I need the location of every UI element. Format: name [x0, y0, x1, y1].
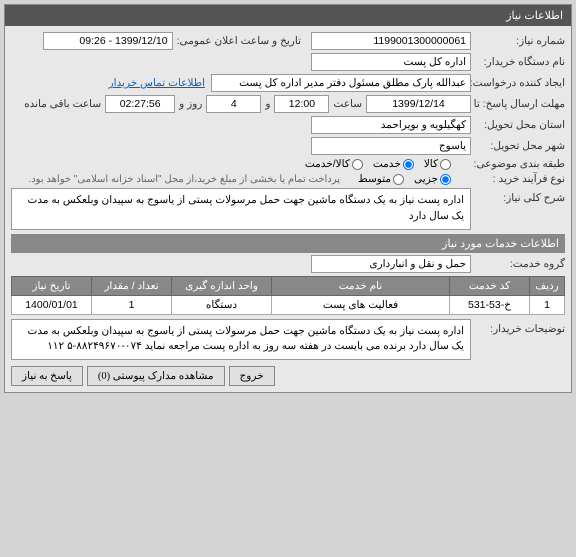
col-qty: تعداد / مقدار [92, 276, 172, 295]
col-name: نام خدمت [272, 276, 450, 295]
info-window: اطلاعات نیاز شماره نیاز: 119900130000006… [4, 4, 572, 393]
respond-button[interactable]: پاسخ به نیاز [11, 366, 83, 386]
services-table: ردیف کد خدمت نام خدمت واحد اندازه گیری ت… [11, 276, 565, 315]
purchase-type-label: نوع فرآیند خرید : [455, 173, 565, 185]
buyer-notes-label: توضیحات خریدار: [475, 319, 565, 335]
radio-minor[interactable]: جزیی [414, 173, 451, 185]
window-title: اطلاعات نیاز [506, 10, 563, 22]
day-label: روز و [179, 98, 202, 110]
days-remain-field: 4 [206, 95, 261, 113]
service-group-field: حمل و نقل و انبارداری [311, 255, 471, 273]
remaining-label: ساعت باقی مانده [24, 98, 101, 110]
grouping-radios: کالا خدمت کالا/خدمت [297, 158, 451, 170]
radio-medium[interactable]: متوسط [358, 173, 404, 185]
radio-goods[interactable]: کالا [424, 158, 451, 170]
attachments-button[interactable]: مشاهده مدارک پیوستی (0) [87, 366, 225, 386]
creator-label: ایجاد کننده درخواست: [475, 77, 565, 89]
need-no-field: 1199001300000061 [311, 32, 471, 50]
buyer-org-label: نام دستگاه خریدار: [475, 56, 565, 68]
deadline-date-field: 1399/12/14 [366, 95, 471, 113]
buyer-org-field: اداره کل پست [311, 53, 471, 71]
payment-note: پرداخت تمام یا بخشی از مبلغ خرید،از محل … [28, 174, 340, 185]
deadline-hour-field: 12:00 [274, 95, 329, 113]
and-label: و [265, 98, 270, 110]
cell-date: 1400/01/01 [12, 295, 92, 314]
date-pub-field: 1399/12/10 - 09:26 [43, 32, 173, 50]
buyer-notes-box: اداره پست نیاز به یک دستگاه ماشین جهت حم… [11, 319, 471, 361]
service-group-label: گروه خدمت: [475, 258, 565, 270]
date-pub-label: تاریخ و ساعت اعلان عمومی: [177, 35, 301, 47]
footer-buttons: پاسخ به نیاز مشاهده مدارک پیوستی (0) خرو… [11, 366, 565, 386]
table-row: 1 خ-53-531 فعالیت های پست دستگاه 1 1400/… [12, 295, 565, 314]
radio-both[interactable]: کالا/خدمت [305, 158, 363, 170]
province-field: کهگیلویه و بویراحمد [311, 116, 471, 134]
cell-qty: 1 [92, 295, 172, 314]
province-label: استان محل تحویل: [475, 119, 565, 131]
city-label: شهر محل تحویل: [475, 140, 565, 152]
need-summary-box: اداره پست نیاز به یک دستگاه ماشین جهت حم… [11, 188, 471, 230]
purchase-radios: جزیی متوسط [350, 173, 451, 185]
deadline-label: مهلت ارسال پاسخ: تا تاریخ: [475, 98, 565, 110]
exit-button[interactable]: خروج [229, 366, 275, 386]
cell-name: فعالیت های پست [272, 295, 450, 314]
hours-remain-field: 02:27:56 [105, 95, 175, 113]
need-no-label: شماره نیاز: [475, 35, 565, 47]
grouping-label: طبقه بندی موضوعی: [455, 158, 565, 170]
creator-field: عبدالله پارک مطلق مسئول دفتر مدیر اداره … [211, 74, 471, 92]
cell-row: 1 [530, 295, 565, 314]
col-code: کد خدمت [450, 276, 530, 295]
col-date: تاریخ نیاز [12, 276, 92, 295]
city-field: یاسوج [311, 137, 471, 155]
titlebar: اطلاعات نیاز [5, 5, 571, 26]
cell-code: خ-53-531 [450, 295, 530, 314]
content-area: شماره نیاز: 1199001300000061 تاریخ و ساع… [5, 26, 571, 392]
hour-label: ساعت [333, 98, 362, 110]
cell-unit: دستگاه [172, 295, 272, 314]
radio-service[interactable]: خدمت [373, 158, 414, 170]
need-summary-label: شرح کلی نیاز: [475, 188, 565, 204]
contact-info-link[interactable]: اطلاعات تماس خریدار [109, 77, 205, 89]
col-unit: واحد اندازه گیری [172, 276, 272, 295]
table-header-row: ردیف کد خدمت نام خدمت واحد اندازه گیری ت… [12, 276, 565, 295]
services-section-header: اطلاعات خدمات مورد نیاز [11, 234, 565, 253]
col-row: ردیف [530, 276, 565, 295]
